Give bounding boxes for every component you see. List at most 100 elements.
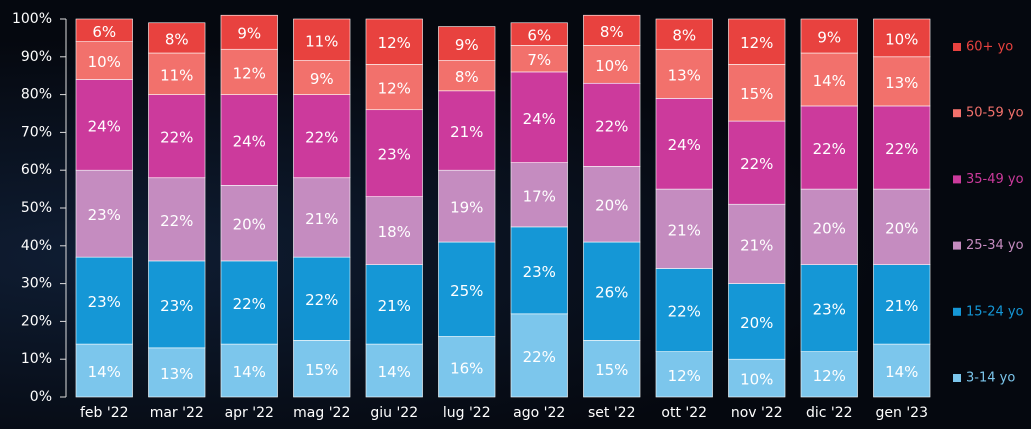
data-label: 15%	[305, 361, 338, 379]
data-label: 22%	[740, 155, 773, 173]
data-label: 8%	[455, 68, 479, 86]
bar-segment	[148, 22, 206, 54]
data-label: 10%	[595, 57, 628, 75]
bar-segment	[873, 188, 931, 266]
bar-segment	[148, 94, 206, 179]
data-label: 6%	[527, 27, 551, 45]
data-label: 12%	[668, 367, 701, 385]
legend-swatch	[953, 374, 961, 382]
bar-segment	[800, 105, 858, 190]
data-label: 13%	[160, 365, 193, 383]
data-label: 23%	[523, 263, 556, 281]
bar-segment	[800, 52, 858, 107]
bar-segment	[800, 188, 858, 266]
legend-label: 50-59 yo	[966, 106, 1024, 121]
data-label: 13%	[885, 74, 918, 92]
data-label: 11%	[160, 66, 193, 84]
bar-segment	[655, 18, 713, 50]
bar-segment	[438, 169, 496, 243]
data-label: 9%	[237, 25, 261, 43]
bar-segment	[800, 351, 858, 398]
bar-segment	[365, 18, 423, 65]
bar-segment	[583, 166, 641, 243]
data-label: 17%	[523, 187, 556, 205]
bar-segment	[293, 256, 351, 341]
data-label: 6%	[92, 23, 116, 41]
bar-segment	[293, 339, 351, 398]
data-label: 22%	[523, 348, 556, 366]
data-label: 10%	[88, 53, 121, 71]
bar-segment	[510, 226, 568, 315]
bar-segment	[365, 64, 423, 111]
data-label: 21%	[305, 210, 338, 228]
y-tick-label: 40%	[21, 238, 52, 254]
data-label: 23%	[378, 146, 411, 164]
bar-segment	[873, 343, 931, 398]
x-tick-label: giu '22	[370, 405, 418, 421]
data-label: 21%	[885, 297, 918, 315]
data-label: 22%	[305, 129, 338, 147]
data-label: 22%	[305, 291, 338, 309]
bar-segment	[293, 18, 351, 61]
bar-segment	[655, 268, 713, 352]
bar-segment	[873, 264, 931, 345]
bar-segment	[220, 94, 278, 186]
data-label: 12%	[233, 64, 266, 82]
x-tick-label: ott '22	[661, 405, 707, 421]
x-tick-label: dic '22	[806, 405, 853, 421]
bar-segment	[873, 18, 931, 58]
bar-segment	[728, 120, 786, 205]
bar-segment	[220, 48, 278, 95]
bar-segment	[728, 18, 786, 65]
x-tick-label: ago '22	[513, 405, 565, 421]
bar-segment	[438, 90, 496, 171]
bar-segment	[728, 358, 786, 398]
y-tick-label: 50%	[21, 200, 52, 216]
legend-label: 35-49 yo	[966, 172, 1024, 187]
bar-segment	[148, 177, 206, 262]
bar-segment	[438, 60, 496, 92]
bar-segment	[583, 82, 641, 167]
data-label: 24%	[233, 132, 266, 150]
data-label: 19%	[450, 199, 483, 217]
data-label: 21%	[668, 221, 701, 239]
data-label: 8%	[165, 30, 189, 48]
bar-segment	[365, 196, 423, 266]
data-label: 20%	[740, 314, 773, 332]
data-label: 18%	[378, 223, 411, 241]
data-label: 22%	[885, 140, 918, 158]
data-label: 8%	[672, 27, 696, 45]
bar-segment	[148, 52, 206, 95]
bar-segment	[655, 188, 713, 269]
data-label: 22%	[160, 212, 193, 230]
x-tick-label: mag '22	[293, 405, 350, 421]
legend-swatch	[953, 307, 961, 316]
data-label: 9%	[310, 70, 334, 88]
data-label: 12%	[813, 367, 846, 385]
data-label: 10%	[885, 30, 918, 48]
bar-segment	[510, 45, 568, 73]
bar-segment	[220, 14, 278, 50]
legend-label: 25-34 yo	[966, 238, 1024, 253]
data-label: 22%	[160, 129, 193, 147]
legend-label: 15-24 yo	[966, 304, 1024, 319]
bar-segment	[75, 41, 133, 80]
bar-segment	[728, 283, 786, 360]
data-label: 21%	[740, 236, 773, 254]
bar-segment	[655, 48, 713, 99]
data-label: 24%	[668, 136, 701, 154]
x-tick-label: set '22	[588, 405, 636, 421]
data-label: 20%	[595, 197, 628, 215]
bar-segment	[365, 343, 423, 398]
data-label: 26%	[595, 284, 628, 302]
data-label: 22%	[668, 303, 701, 321]
x-tick-label: nov '22	[731, 405, 783, 421]
data-label: 23%	[88, 293, 121, 311]
bar-segment	[148, 347, 206, 398]
y-tick-label: 0%	[30, 389, 52, 405]
data-label: 23%	[88, 206, 121, 224]
x-tick-label: mar '22	[150, 405, 204, 421]
x-tick-label: feb '22	[80, 405, 129, 421]
data-label: 14%	[885, 363, 918, 381]
